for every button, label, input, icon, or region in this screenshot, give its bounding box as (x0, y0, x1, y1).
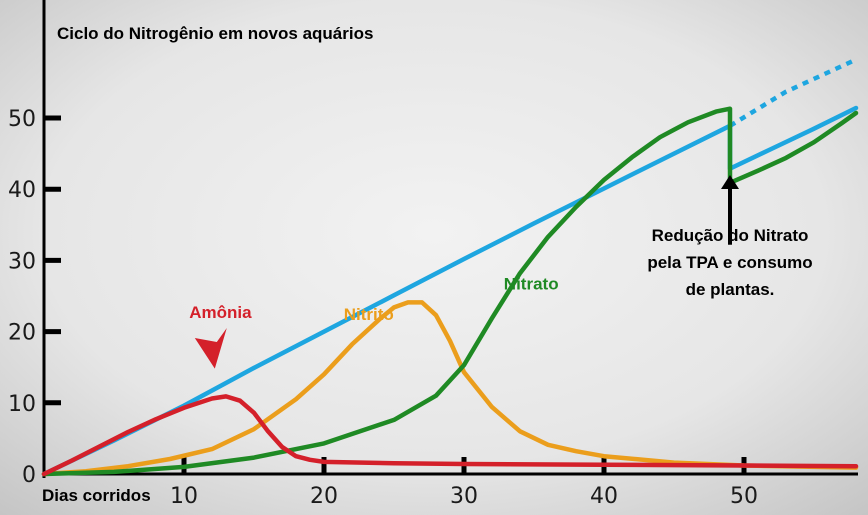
y-tick-label: 20 (8, 321, 36, 346)
series-line-total-dotted (728, 57, 857, 128)
y-tick-label: 10 (8, 392, 36, 417)
y-tick-label: 0 (22, 463, 36, 488)
y-tick-label: 30 (8, 249, 36, 274)
y-tick-label: 40 (8, 178, 36, 203)
series-line-nitrito (41, 300, 859, 477)
x-tick-label: 20 (310, 484, 338, 509)
annotation-line: pela TPA e consumo (647, 253, 812, 272)
series-line-nitrato (41, 106, 859, 477)
y-tick-label: 50 (8, 107, 36, 132)
x-tick-label: 10 (170, 484, 198, 509)
x-tick-label: 50 (730, 484, 758, 509)
series-label: Amônia (189, 303, 252, 322)
annotation-line: Redução do Nitrato (652, 226, 809, 245)
x-axis-label: Dias corridos (42, 486, 151, 505)
annotation-line: de plantas. (686, 280, 775, 299)
x-tick-label: 40 (590, 484, 618, 509)
series-label: Nitrito (344, 305, 394, 324)
x-tick-label: 30 (450, 484, 478, 509)
series-line-total-solid (41, 105, 859, 477)
series-line-am-nia (41, 394, 859, 477)
nitrate-pointer-head (721, 174, 739, 189)
chart-title: Ciclo do Nitrogênio em novos aquários (57, 24, 373, 43)
series-label: Nitrato (504, 275, 559, 294)
ammonia-pointer-arrow (194, 328, 227, 369)
plot-layer: 0 10 20 30 40 50 10 20 30 40 50 Amônia Nitrito Nitrat… (8, 0, 859, 509)
